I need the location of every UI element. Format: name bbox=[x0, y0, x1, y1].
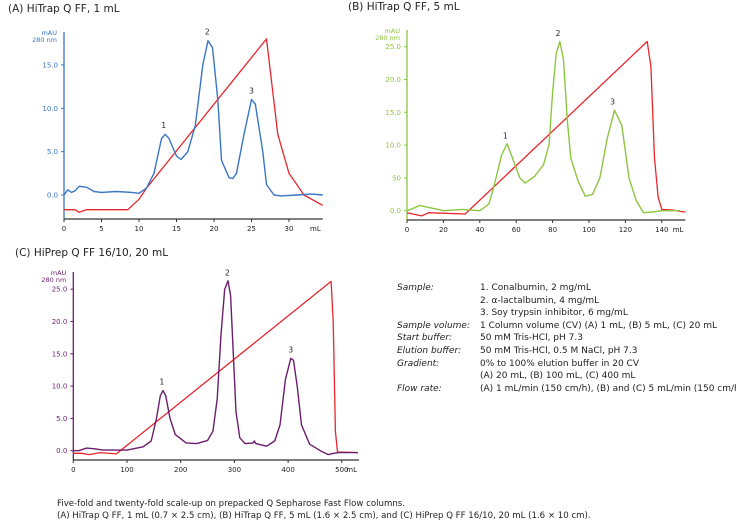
chart-a-title: (A) HiTrap Q FF, 1 mL bbox=[8, 3, 120, 15]
y-tick-label: 50 bbox=[392, 174, 401, 182]
x-axis-unit: mL bbox=[346, 466, 357, 474]
x-tick-label: 500 bbox=[335, 466, 348, 474]
x-tick-label: 5 bbox=[99, 225, 103, 233]
condition-value: (A) 20 mL, (B) 100 mL, (C) 400 mL bbox=[480, 371, 636, 382]
condition-label: Sample volume: bbox=[397, 320, 470, 331]
gradient-line bbox=[73, 280, 358, 456]
condition-label bbox=[397, 370, 480, 383]
x-tick-label: 200 bbox=[174, 466, 187, 474]
figure-caption: Five-fold and twenty-fold scale-up on pr… bbox=[57, 498, 591, 522]
y-axis-wavelength: 280 nm bbox=[32, 36, 57, 44]
chart-c-title: (C) HiPrep Q FF 16/10, 20 mL bbox=[15, 247, 169, 259]
condition-row: Elution buffer: 50 mM Tris-HCl, 0.5 M NaC… bbox=[397, 345, 736, 358]
absorbance-line bbox=[73, 280, 358, 456]
condition-label bbox=[397, 295, 480, 308]
x-tick-label: 140 bbox=[655, 226, 668, 234]
condition-value: 50 mM Tris-HCl, 0.5 M NaCl, pH 7.3 bbox=[480, 345, 638, 356]
x-tick-label: 80 bbox=[548, 226, 557, 234]
y-tick-label: 25.0 bbox=[52, 286, 68, 294]
x-tick-label: 100 bbox=[120, 466, 133, 474]
x-axis-unit: mL bbox=[673, 226, 684, 234]
x-tick-label: 0 bbox=[71, 466, 75, 474]
caption-line: (A) HiTrap Q FF, 1 mL (0.7 × 2.5 cm), (B… bbox=[57, 511, 591, 521]
chart-b-title: (B) HiTrap Q FF, 5 mL bbox=[348, 1, 460, 13]
y-tick-label: 15.0 bbox=[52, 350, 68, 358]
condition-row: Gradient: 0% to 100% elution buffer in 20… bbox=[397, 358, 736, 371]
y-axis-unit: mAU bbox=[51, 269, 67, 277]
peak-label: 1 bbox=[503, 132, 508, 141]
condition-row: Sample volume: 1 Column volume (CV) (A) 1… bbox=[397, 320, 736, 333]
absorbance-line bbox=[406, 40, 680, 214]
condition-row: (A) 20 mL, (B) 100 mL, (C) 400 mL bbox=[397, 370, 736, 383]
gradient-line bbox=[406, 40, 686, 217]
x-tick-label: 100 bbox=[582, 226, 595, 234]
x-tick-label: 20 bbox=[210, 225, 219, 233]
y-tick-label: 10.0 bbox=[52, 383, 68, 391]
condition-value: (A) 1 mL/min (150 cm/h), (B) and (C) 5 m… bbox=[480, 383, 736, 394]
x-tick-label: 300 bbox=[228, 466, 241, 474]
x-axis-unit: mL bbox=[310, 225, 321, 233]
condition-label: Sample: bbox=[397, 283, 434, 293]
condition-label: Gradient: bbox=[397, 358, 440, 369]
gradient-line bbox=[64, 38, 324, 213]
y-tick-label: 5.0 bbox=[47, 148, 58, 156]
condition-label: Start buffer: bbox=[397, 333, 453, 344]
peak-label: 3 bbox=[610, 97, 615, 106]
x-tick-label: 120 bbox=[619, 226, 632, 234]
caption-line: Five-fold and twenty-fold scale-up on pr… bbox=[57, 499, 406, 509]
y-axis-unit: mAU bbox=[384, 27, 400, 35]
x-tick-label: 25 bbox=[247, 225, 256, 233]
condition-value: 3. Soy trypsin inhibitor, 6 mg/mL bbox=[480, 308, 628, 319]
x-tick-label: 0 bbox=[62, 225, 66, 233]
peak-label: 2 bbox=[556, 29, 561, 38]
x-tick-label: 0 bbox=[405, 226, 409, 234]
y-axis-unit: mAU bbox=[41, 29, 57, 37]
y-axis-wavelength: 280 nm bbox=[41, 276, 66, 284]
peak-label: 2 bbox=[225, 269, 230, 278]
y-tick-label: 10.0 bbox=[42, 105, 58, 113]
absorbance-line bbox=[63, 40, 323, 197]
y-axis-wavelength: 280 nm bbox=[375, 34, 400, 42]
y-tick-label: 25.0 bbox=[385, 43, 401, 51]
peak-label: 1 bbox=[160, 378, 165, 387]
condition-label bbox=[397, 307, 480, 320]
y-tick-label: 5.0 bbox=[56, 415, 67, 423]
condition-value: 1 Column volume (CV) (A) 1 mL, (B) 5 mL,… bbox=[480, 320, 717, 331]
condition-label: Flow rate: bbox=[397, 383, 442, 394]
y-tick-label: 10.0 bbox=[385, 142, 401, 150]
condition-row: 2. α-lactalbumin, 4 mg/mL bbox=[397, 295, 736, 308]
condition-value: 2. α-lactalbumin, 4 mg/mL bbox=[480, 295, 600, 306]
condition-row: Start buffer: 50 mM Tris-HCl, pH 7.3 bbox=[397, 332, 736, 345]
peak-label: 3 bbox=[249, 86, 254, 95]
condition-row: 3. Soy trypsin inhibitor, 6 mg/mL bbox=[397, 307, 736, 320]
y-tick-label: 15.0 bbox=[42, 61, 58, 69]
x-tick-label: 40 bbox=[475, 226, 484, 234]
y-tick-label: 20.0 bbox=[385, 76, 401, 84]
condition-row: Flow rate: (A) 1 mL/min (150 cm/h), (B) a… bbox=[397, 383, 736, 396]
x-tick-label: 15 bbox=[172, 225, 181, 233]
peak-label: 3 bbox=[288, 345, 293, 354]
x-tick-label: 10 bbox=[135, 225, 144, 233]
y-tick-label: 15.0 bbox=[385, 109, 401, 117]
y-tick-label: 0.0 bbox=[56, 447, 67, 455]
y-tick-label: 0.0 bbox=[390, 207, 401, 215]
condition-label: Elution buffer: bbox=[397, 345, 462, 356]
peak-label: 1 bbox=[161, 121, 166, 130]
y-tick-label: 20.0 bbox=[52, 318, 68, 326]
condition-value: 1. Conalbumin, 2 mg/mL bbox=[480, 283, 591, 293]
run-conditions: Sample: 1. Conalbumin, 2 mg/mL 2. α-lactal… bbox=[397, 282, 736, 395]
condition-value: 50 mM Tris-HCl, pH 7.3 bbox=[480, 333, 583, 344]
condition-row: Sample: 1. Conalbumin, 2 mg/mL bbox=[397, 282, 736, 295]
x-tick-label: 60 bbox=[512, 226, 521, 234]
peak-label: 2 bbox=[205, 27, 210, 36]
x-tick-label: 400 bbox=[281, 466, 294, 474]
x-tick-label: 20 bbox=[439, 226, 448, 234]
condition-value: 0% to 100% elution buffer in 20 CV bbox=[480, 358, 640, 369]
y-tick-label: 0.0 bbox=[47, 192, 58, 200]
x-tick-label: 30 bbox=[285, 225, 294, 233]
